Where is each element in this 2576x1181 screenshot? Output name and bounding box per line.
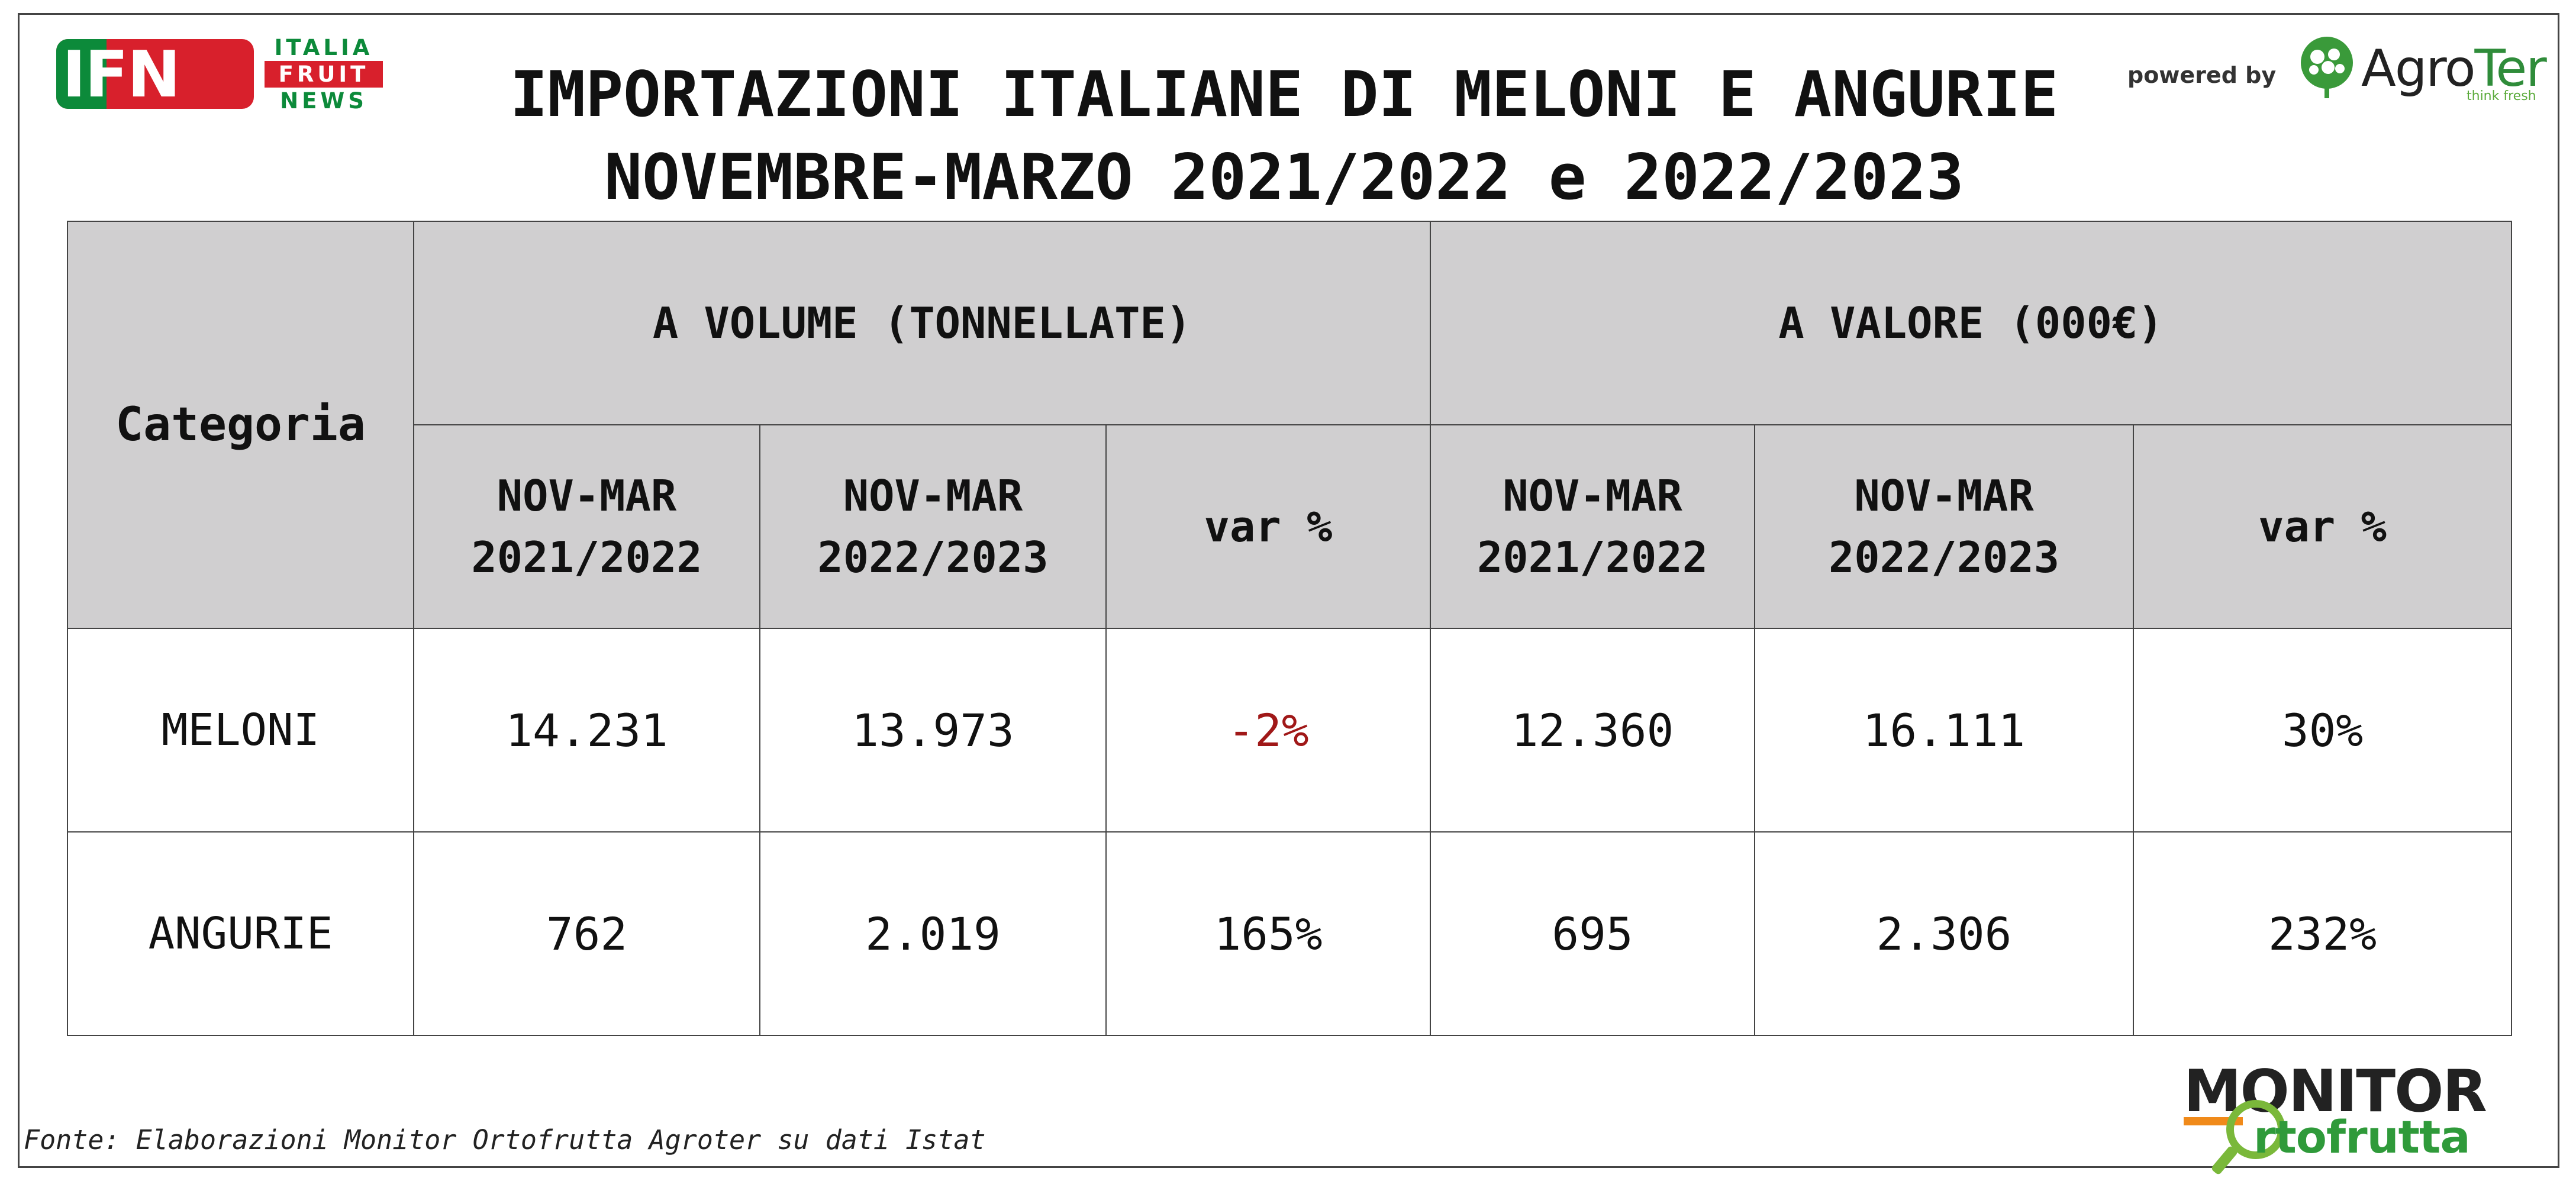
table-cell: 2.306 xyxy=(1754,831,2135,1036)
table-row: ANGURIE 762 2.019 165% 695 2.306 232% xyxy=(67,831,2513,1036)
row-category: MELONI xyxy=(67,628,414,832)
table-cell: -2% xyxy=(1105,628,1432,832)
row-category: ANGURIE xyxy=(67,831,414,1036)
ifn-logo: IFN ITALIA FRUIT NEWS xyxy=(56,34,388,114)
source-note: Fonte: Elaborazioni Monitor Ortofrutta A… xyxy=(24,1124,986,1156)
monitor-ortofrutta-logo: MONITOR rtofrutta xyxy=(2184,1062,2515,1176)
agroter-logo-text: AgroTer xyxy=(2361,39,2547,98)
ifn-side-text: ITALIA FRUIT NEWS xyxy=(265,34,383,114)
column-header: NOV-MAR 2022/2023 xyxy=(1754,424,2135,629)
tree-icon xyxy=(2301,37,2353,98)
table-cell: 232% xyxy=(2133,831,2513,1036)
table-cell: 16.111 xyxy=(1754,628,2135,832)
column-header: var % xyxy=(1105,424,1432,629)
table-cell: 165% xyxy=(1105,831,1432,1036)
ifn-side-line: ITALIA xyxy=(274,35,373,60)
ifn-side-line: NEWS xyxy=(280,88,367,114)
agroter-tagline: think fresh xyxy=(2467,89,2536,104)
table-cell: 12.360 xyxy=(1430,628,1756,832)
volume-group-header: A VOLUME (TONNELLATE) xyxy=(412,221,1432,425)
imports-table: Categoria A VOLUME (TONNELLATE) A VALORE… xyxy=(67,221,2513,1036)
column-header: NOV-MAR 2022/2023 xyxy=(759,424,1107,629)
ifn-badge: IFN xyxy=(56,39,254,109)
table-cell: 762 xyxy=(413,831,760,1036)
agroter-suffix: Ter xyxy=(2474,39,2547,98)
table-cell: 30% xyxy=(2133,628,2513,832)
table-row: MELONI 14.231 13.973 -2% 12.360 16.111 3… xyxy=(67,628,2513,832)
page-subtitle: NOVEMBRE-MARZO 2021/2022 e 2022/2023 xyxy=(604,141,1964,214)
column-header: NOV-MAR 2021/2022 xyxy=(1430,424,1756,629)
table-cell: 14.231 xyxy=(413,628,760,832)
column-header: NOV-MAR 2021/2022 xyxy=(413,424,760,629)
ifn-main-text: IFN xyxy=(62,39,180,109)
table-cell: 2.019 xyxy=(759,831,1107,1036)
table-cell: 13.973 xyxy=(759,628,1107,832)
column-header: var % xyxy=(2133,424,2513,629)
magnifier-handle xyxy=(2210,1145,2239,1176)
ortofrutta-logo-text: rtofrutta xyxy=(2253,1111,2471,1163)
agroter-prefix: Agro xyxy=(2361,39,2476,98)
value-group-header: A VALORE (000€) xyxy=(1430,221,2513,425)
powered-by-label: powered by xyxy=(2127,62,2277,88)
table-cell: 695 xyxy=(1430,831,1756,1036)
page-frame xyxy=(18,13,2559,1168)
category-header: Categoria xyxy=(67,221,414,629)
page-title: IMPORTAZIONI ITALIANE DI MELONI E ANGURI… xyxy=(510,58,2059,131)
ifn-side-line: FRUIT xyxy=(265,61,383,88)
